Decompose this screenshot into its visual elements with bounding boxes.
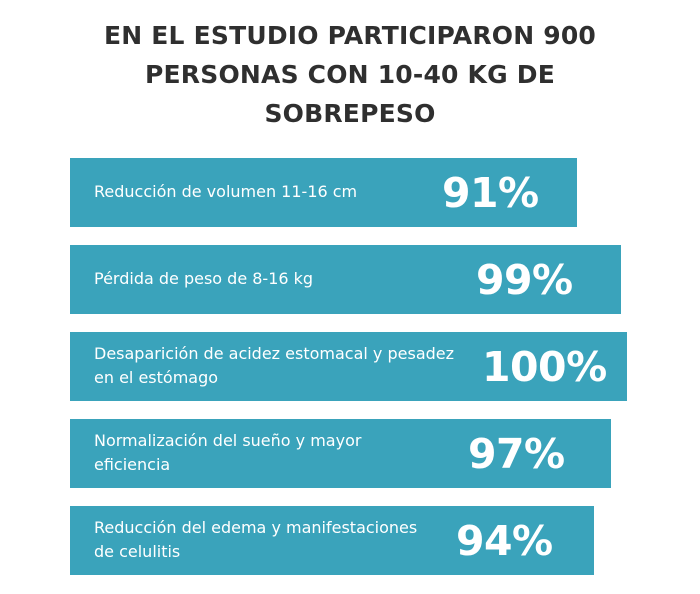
result-label: Pérdida de peso de 8-16 kg	[94, 267, 313, 291]
result-label-line: Pérdida de peso de 8-16 kg	[94, 269, 314, 288]
result-label-line: de celulitis	[94, 542, 181, 561]
result-percentage: 97%	[468, 430, 565, 478]
result-bar-volume: Reducción de volumen 11-16 cm 91%	[70, 158, 577, 227]
result-bar-weight: Pérdida de peso de 8-16 kg 99%	[70, 245, 621, 314]
title-line: EN EL ESTUDIO PARTICIPARON 900	[103, 21, 597, 50]
result-percentage: 94%	[456, 517, 553, 565]
result-label-line: Normalización del sueño y mayor	[94, 431, 362, 450]
result-bar-sleep: Normalización del sueño y mayor eficienc…	[70, 419, 611, 488]
result-percentage: 99%	[476, 256, 573, 304]
result-label: Normalización del sueño y mayor eficienc…	[94, 429, 361, 477]
result-percentage: 91%	[442, 169, 539, 217]
result-label-line: eficiencia	[94, 455, 171, 474]
result-label-line: Desaparición de acidez estomacal y pesad…	[94, 344, 455, 363]
result-bar-acidity: Desaparición de acidez estomacal y pesad…	[70, 332, 627, 401]
result-label-line: en el estómago	[94, 368, 219, 387]
result-label: Reducción de volumen 11-16 cm	[94, 180, 357, 204]
result-label-line: Reducción de volumen 11-16 cm	[94, 182, 358, 201]
result-label-line: Reducción del edema y manifestaciones	[94, 518, 418, 537]
title-line: SOBREPESO	[264, 99, 436, 128]
title-line: PERSONAS CON 10-40 KG DE	[144, 60, 555, 89]
result-label: Desaparición de acidez estomacal y pesad…	[94, 342, 454, 390]
page-title: EN EL ESTUDIO PARTICIPARON 900 PERSONAS …	[0, 16, 700, 133]
result-percentage: 100%	[482, 343, 607, 391]
result-bar-edema: Reducción del edema y manifestaciones de…	[70, 506, 594, 575]
result-label: Reducción del edema y manifestaciones de…	[94, 516, 417, 564]
